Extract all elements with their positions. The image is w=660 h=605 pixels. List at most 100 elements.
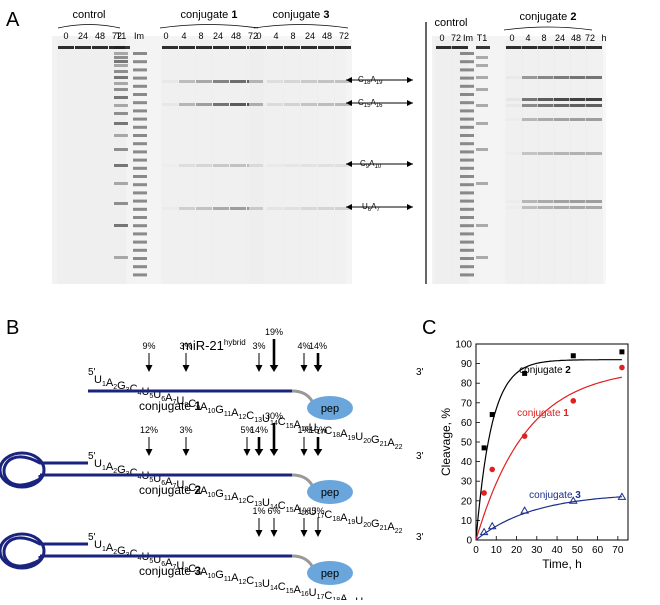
pep-blob (307, 561, 353, 585)
conjugate-1-lane (178, 40, 196, 284)
ladder-band (460, 150, 474, 154)
ladder-band (133, 52, 147, 55)
full-length-band (250, 46, 266, 49)
full-length-band (230, 46, 246, 49)
y-tick-label: 50 (461, 438, 473, 449)
conjugate-label: conjugate 3 (139, 564, 201, 578)
series-label: conjugate 2 (519, 365, 571, 376)
ladder-band (114, 76, 128, 79)
cleavage-band (162, 80, 178, 83)
conjugate-3-lane (266, 40, 284, 284)
ladder-t1 (114, 46, 130, 259)
cleavage-band (522, 118, 538, 121)
conjugate-3-lane (283, 40, 301, 284)
conjugate-2-row: 5' 3' U1A2G3C4U5U6A7U8C9A10G11A12C13U14C15… (0, 411, 424, 535)
cleavage-band (506, 104, 522, 107)
cleavage-band (570, 200, 586, 203)
x-tick-label: 50 (572, 545, 584, 556)
cleavage-band (267, 103, 283, 106)
five-prime-label: 5' (88, 451, 96, 462)
cleavage-band (570, 206, 586, 209)
ladder-band (460, 166, 474, 170)
full-length-band (335, 46, 351, 49)
conjugate-label: conjugate 2 (139, 483, 201, 497)
ladder-band (133, 142, 147, 146)
data-point (522, 370, 528, 376)
data-point (570, 353, 576, 359)
ladder-band (476, 122, 488, 125)
lane-label: 8 (198, 31, 203, 41)
cleavage-chart: 0 10 20 30 40 50 60 70 80 90 100 0 10 20 30 40 50 60 70 Tim… (439, 340, 629, 571)
ladder-band (133, 175, 147, 178)
panel-label-c: C (422, 317, 436, 339)
cleavage-band (522, 104, 538, 107)
lane-label: 48 (322, 31, 332, 41)
ladder-band (460, 257, 474, 260)
ladder-band (460, 84, 474, 88)
lane-label-im: Im (134, 31, 144, 41)
ladder-band (114, 82, 128, 85)
ladder-band (460, 68, 474, 72)
gel-left (52, 36, 352, 284)
cleavage-band (506, 200, 522, 203)
site-label-u6a7: U6A7 (362, 202, 380, 213)
x-tick-label: 70 (612, 545, 624, 556)
ladder-band (133, 60, 147, 64)
cleavage-band (196, 80, 212, 83)
cleavage-percent: 3% (179, 341, 192, 351)
cleavage-band (522, 98, 538, 101)
ladder-band (460, 248, 474, 252)
cleavage-band (586, 118, 602, 121)
ladder-band (114, 164, 128, 167)
ladder-im (133, 52, 147, 277)
ladder-band (114, 104, 128, 107)
ladder-band (114, 122, 128, 125)
cleavage-band (586, 104, 602, 107)
conjugate-2-lane (537, 40, 555, 284)
ladder-band (460, 191, 474, 195)
cleavage-band (267, 207, 283, 210)
ladder-band (460, 101, 474, 105)
full-length-band (92, 46, 108, 49)
cleavage-band (162, 103, 178, 106)
three-prime-label: 3' (416, 532, 424, 543)
panel-label-a: A (6, 9, 20, 31)
data-point (619, 364, 625, 371)
ladder-band (476, 76, 488, 79)
cleavage-band (522, 152, 538, 155)
ladder-band (476, 46, 490, 49)
cleavage-band (179, 164, 195, 167)
ladder-band (460, 232, 474, 236)
ladder-band (114, 64, 128, 67)
conjugate-2-lane (585, 40, 603, 284)
x-axis-label: Time, h (542, 557, 582, 571)
control-lane (91, 40, 109, 284)
cleavage-band (538, 206, 554, 209)
pep-label: pep (321, 568, 339, 580)
cleavage-band (250, 103, 266, 106)
lane-label: 72 (339, 31, 349, 41)
cleavage-band (301, 164, 317, 167)
cleavage-band (554, 118, 570, 121)
cleavage-band (506, 118, 522, 121)
cleavage-band (213, 80, 229, 83)
conjugate-2-lane (505, 40, 523, 284)
lane-label: 0 (509, 33, 514, 43)
ladder-band (114, 202, 128, 205)
cleavage-percent: 30% (265, 411, 283, 421)
cleavage-arrow: 1% (297, 506, 311, 537)
cleavage-band (554, 200, 570, 203)
ladder-band (133, 232, 147, 236)
full-length-band (213, 46, 229, 49)
cleavage-band (267, 80, 283, 83)
ladder-band (133, 207, 147, 211)
cleavage-percent: 3% (179, 425, 192, 435)
cleavage-band (586, 76, 602, 79)
ladder-band (476, 88, 488, 91)
lane-label: 4 (525, 33, 530, 43)
control-lane (435, 40, 453, 284)
ladder-band (476, 182, 488, 185)
cleavage-band (284, 207, 300, 210)
cleavage-band (335, 103, 351, 106)
ladder-band (114, 52, 128, 55)
